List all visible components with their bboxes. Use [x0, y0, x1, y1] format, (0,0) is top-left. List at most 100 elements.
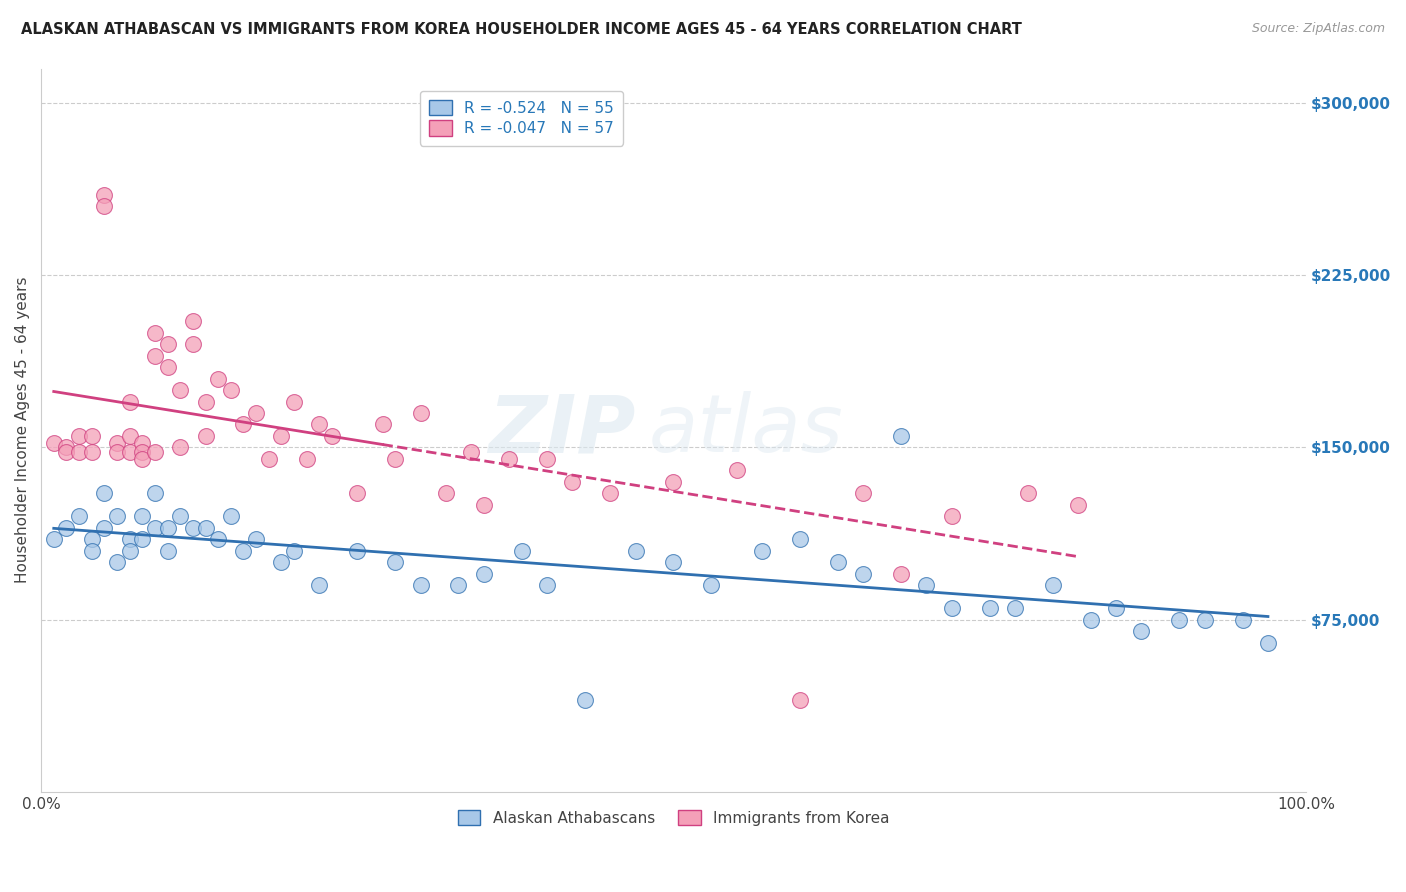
- Point: [1194, 613, 1216, 627]
- Point: [270, 555, 292, 569]
- Point: [662, 555, 685, 569]
- Point: [194, 521, 217, 535]
- Point: [574, 693, 596, 707]
- Point: [1080, 613, 1102, 627]
- Point: [118, 429, 141, 443]
- Point: [283, 544, 305, 558]
- Point: [257, 452, 280, 467]
- Point: [80, 533, 103, 547]
- Point: [105, 435, 128, 450]
- Point: [751, 544, 773, 558]
- Point: [207, 533, 229, 547]
- Point: [131, 445, 153, 459]
- Point: [131, 509, 153, 524]
- Point: [156, 544, 179, 558]
- Point: [536, 452, 558, 467]
- Point: [143, 486, 166, 500]
- Point: [219, 383, 242, 397]
- Point: [67, 429, 90, 443]
- Text: atlas: atlas: [648, 392, 844, 469]
- Point: [890, 429, 912, 443]
- Point: [852, 486, 875, 500]
- Point: [194, 429, 217, 443]
- Point: [308, 578, 330, 592]
- Point: [371, 417, 394, 432]
- Point: [219, 509, 242, 524]
- Point: [941, 509, 963, 524]
- Point: [827, 555, 849, 569]
- Point: [321, 429, 343, 443]
- Point: [979, 601, 1001, 615]
- Point: [1042, 578, 1064, 592]
- Point: [181, 314, 204, 328]
- Legend: Alaskan Athabascans, Immigrants from Korea: Alaskan Athabascans, Immigrants from Kor…: [449, 801, 898, 835]
- Point: [245, 533, 267, 547]
- Point: [599, 486, 621, 500]
- Point: [156, 337, 179, 351]
- Point: [700, 578, 723, 592]
- Point: [283, 394, 305, 409]
- Point: [624, 544, 647, 558]
- Point: [55, 521, 77, 535]
- Point: [384, 555, 406, 569]
- Point: [346, 486, 368, 500]
- Point: [409, 578, 432, 592]
- Y-axis label: Householder Income Ages 45 - 64 years: Householder Income Ages 45 - 64 years: [15, 277, 30, 583]
- Point: [42, 533, 65, 547]
- Point: [472, 498, 495, 512]
- Point: [1067, 498, 1090, 512]
- Point: [169, 383, 191, 397]
- Point: [1004, 601, 1026, 615]
- Point: [131, 435, 153, 450]
- Point: [941, 601, 963, 615]
- Point: [662, 475, 685, 489]
- Point: [55, 445, 77, 459]
- Point: [346, 544, 368, 558]
- Point: [181, 337, 204, 351]
- Point: [55, 441, 77, 455]
- Point: [308, 417, 330, 432]
- Point: [143, 521, 166, 535]
- Point: [536, 578, 558, 592]
- Point: [143, 349, 166, 363]
- Point: [42, 435, 65, 450]
- Point: [169, 509, 191, 524]
- Point: [105, 509, 128, 524]
- Point: [1168, 613, 1191, 627]
- Text: ZIP: ZIP: [488, 392, 636, 469]
- Point: [915, 578, 938, 592]
- Point: [1105, 601, 1128, 615]
- Point: [270, 429, 292, 443]
- Point: [1257, 635, 1279, 649]
- Point: [510, 544, 533, 558]
- Point: [80, 429, 103, 443]
- Point: [447, 578, 470, 592]
- Point: [93, 187, 115, 202]
- Point: [1232, 613, 1254, 627]
- Point: [118, 445, 141, 459]
- Point: [232, 544, 254, 558]
- Point: [245, 406, 267, 420]
- Point: [118, 394, 141, 409]
- Point: [295, 452, 318, 467]
- Point: [105, 555, 128, 569]
- Point: [143, 445, 166, 459]
- Point: [131, 533, 153, 547]
- Point: [725, 463, 748, 477]
- Point: [232, 417, 254, 432]
- Point: [131, 452, 153, 467]
- Point: [93, 521, 115, 535]
- Point: [118, 533, 141, 547]
- Point: [498, 452, 520, 467]
- Point: [890, 566, 912, 581]
- Text: ALASKAN ATHABASCAN VS IMMIGRANTS FROM KOREA HOUSEHOLDER INCOME AGES 45 - 64 YEAR: ALASKAN ATHABASCAN VS IMMIGRANTS FROM KO…: [21, 22, 1022, 37]
- Point: [93, 486, 115, 500]
- Point: [409, 406, 432, 420]
- Point: [118, 544, 141, 558]
- Point: [181, 521, 204, 535]
- Point: [105, 445, 128, 459]
- Point: [143, 326, 166, 340]
- Point: [93, 199, 115, 213]
- Point: [207, 371, 229, 385]
- Point: [67, 509, 90, 524]
